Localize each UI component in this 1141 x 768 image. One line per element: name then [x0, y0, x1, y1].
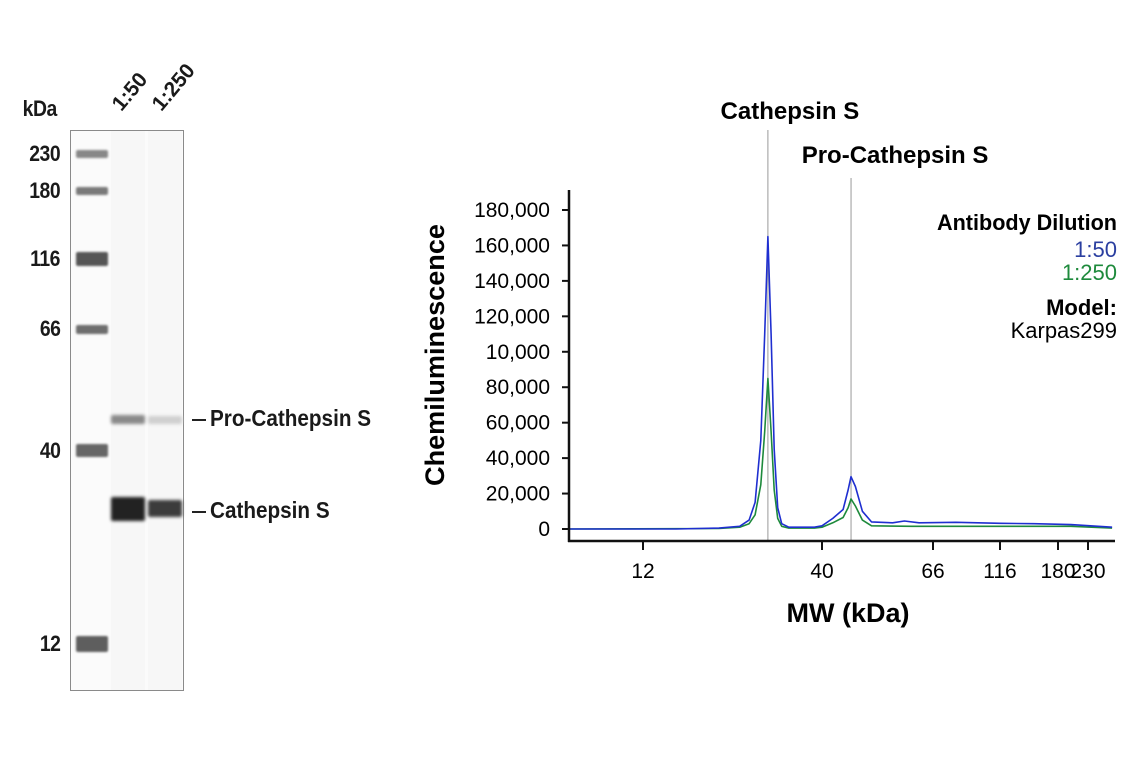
legend-item-1-250: 1:250 [1062, 260, 1117, 285]
pro-cathepsin-band [148, 416, 182, 424]
ladder-lane [76, 131, 108, 690]
series-line-1-50 [562, 235, 1113, 530]
ladder-label: 66 [39, 316, 60, 341]
y-tick-label: 180,000 [474, 199, 550, 222]
x-tick-label: 116 [983, 560, 1016, 583]
ladder-label: 116 [30, 246, 60, 271]
pro-cathepsin-label: Pro-Cathepsin S [210, 405, 372, 431]
legend: Antibody Dilution 1:50 1:250 Model: Karp… [937, 210, 1117, 343]
ladder-band [76, 150, 108, 158]
x-axis-label: MW (kDa) [787, 598, 910, 628]
pro-cathepsin-pointer [192, 419, 206, 421]
cathepsin-pointer [192, 511, 206, 513]
cathepsin-band [111, 497, 145, 521]
y-tick-label: 40,000 [486, 447, 550, 470]
y-tick-label: 0 [538, 518, 550, 541]
x-tick-label: 180 [1040, 560, 1075, 583]
x-tick-label: 40 [810, 560, 833, 583]
x-tick-label: 66 [921, 560, 944, 583]
y-tick-label: 120,000 [474, 305, 550, 328]
y-tick-label: 160,000 [474, 234, 550, 257]
legend-item-1-50: 1:50 [1074, 237, 1117, 262]
peak-annotation: Pro-Cathepsin S [802, 142, 989, 169]
x-tick-label: 12 [631, 560, 654, 583]
y-tick-label: 20,000 [486, 483, 550, 506]
kda-label: kDa [22, 96, 58, 121]
ladder-band [76, 636, 108, 652]
pro-cathepsin-band [111, 415, 145, 424]
ladder-band [76, 252, 108, 266]
ladder-label: 12 [39, 631, 60, 656]
gel-image [70, 130, 184, 691]
ladder-label: 230 [29, 141, 60, 166]
ladder-label: 40 [39, 438, 60, 463]
y-tick-label: 80,000 [486, 376, 550, 399]
x-tick-label: 230 [1070, 560, 1105, 583]
series-line-1-250 [562, 377, 1113, 530]
model-value: Karpas299 [1011, 318, 1117, 343]
lane-1-50 [111, 131, 145, 690]
ladder-label: 180 [29, 178, 60, 203]
model-label: Model: [1046, 295, 1117, 320]
y-tick-label: 10,000 [486, 341, 550, 364]
ladder-band [76, 325, 108, 334]
lane-1-250 [148, 131, 182, 690]
peak-annotation: Cathepsin S [721, 98, 860, 125]
legend-title: Antibody Dilution [937, 210, 1117, 235]
y-axis-label: Chemiluminescence [420, 224, 450, 486]
ladder-band [76, 444, 108, 457]
y-tick-label: 60,000 [486, 412, 550, 435]
ladder-band [76, 187, 108, 195]
y-tick-label: 140,000 [474, 270, 550, 293]
cathepsin-label: Cathepsin S [210, 497, 330, 523]
cathepsin-band [148, 500, 182, 517]
